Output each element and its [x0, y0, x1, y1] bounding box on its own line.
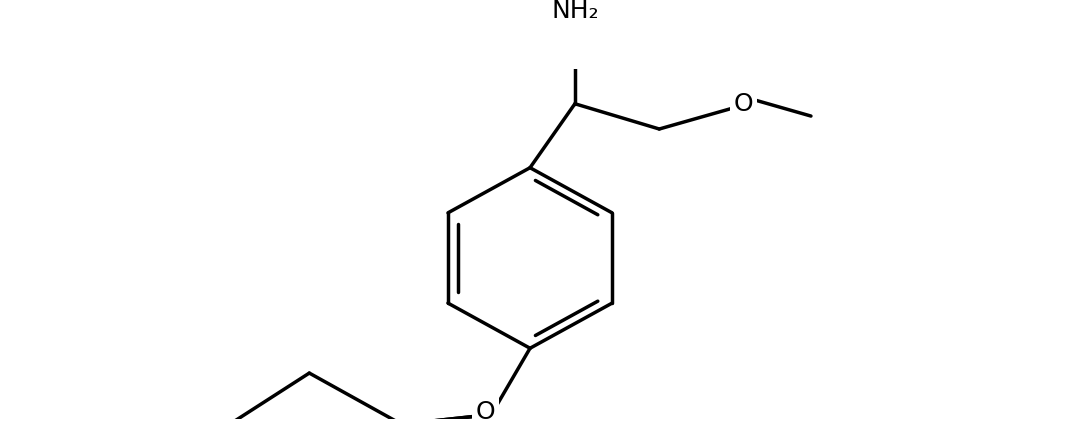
Text: O: O: [475, 400, 495, 424]
Text: O: O: [734, 92, 753, 116]
Text: NH₂: NH₂: [551, 0, 598, 23]
